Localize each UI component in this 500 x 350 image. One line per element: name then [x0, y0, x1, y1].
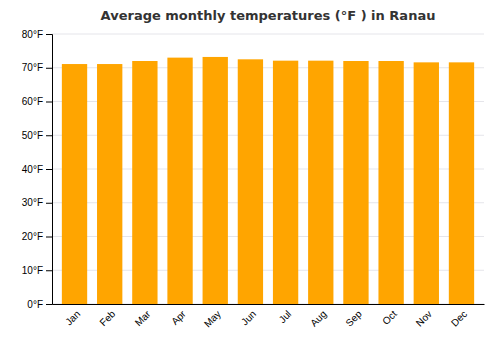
bar [308, 61, 333, 304]
bar [449, 62, 474, 304]
tick: Jun [239, 308, 258, 327]
tick-label: 10°F [22, 265, 43, 276]
bar [62, 64, 87, 304]
tick-label: Mar [133, 308, 153, 328]
tick-label: 50°F [22, 130, 43, 141]
tick: 0°F [27, 299, 52, 310]
bar [343, 61, 368, 304]
tick-label: Jan [63, 308, 82, 327]
tick-mark [46, 102, 52, 103]
title: Average monthly temperatures (°F ) in Ra… [101, 8, 436, 23]
tick-label: 80°F [22, 29, 43, 40]
axis-line [46, 35, 53, 305]
tick-label: 20°F [22, 231, 43, 242]
axis-line [53, 304, 485, 305]
bar [273, 61, 298, 304]
tick-label: Oct [380, 308, 399, 327]
tick-label: Nov [414, 308, 434, 328]
tick: Dec [449, 308, 469, 328]
tick: Nov [414, 308, 434, 328]
tick-label: Jun [239, 308, 258, 327]
tick-label: 40°F [22, 164, 43, 175]
grid-line [52, 34, 484, 35]
tick: Jan [63, 308, 82, 327]
tick-label: 0°F [27, 299, 43, 310]
tick-label: 60°F [22, 96, 43, 107]
bars [62, 57, 474, 304]
tick: 60°F [22, 96, 52, 107]
bar [132, 61, 157, 304]
tick-mark [46, 203, 52, 204]
tick-label: May [202, 308, 223, 329]
y-axis: 0°F 10°F 20°F 30°F 40°F 50°F 60°F 70°F 80°F [22, 29, 53, 310]
tick-mark [46, 169, 52, 170]
tick-mark [46, 135, 52, 136]
tick: Apr [169, 308, 188, 327]
grid [52, 34, 484, 304]
tick-mark [46, 270, 52, 271]
bar [378, 61, 403, 304]
tick: 20°F [22, 231, 52, 242]
tick-label: Apr [169, 308, 188, 327]
plot: 0°F 10°F 20°F 30°F 40°F 50°F 60°F 70°F 80°F Jan Fe… [22, 29, 485, 330]
tick-label: Feb [98, 308, 118, 328]
tick-label: 30°F [22, 197, 43, 208]
tick-label: 70°F [22, 62, 43, 73]
tick: 80°F [22, 29, 52, 40]
tick-mark [46, 237, 52, 238]
tick: Aug [308, 308, 328, 328]
tick-label: Aug [308, 308, 328, 328]
tick: 50°F [22, 130, 52, 141]
bar [97, 64, 122, 304]
x-axis: Jan Feb Mar Apr May Jun Jul Aug Sep Oct Nov Dec [53, 305, 485, 330]
tick: Jul [277, 308, 294, 325]
tick: Sep [343, 308, 364, 329]
bar [167, 58, 192, 304]
tick: 10°F [22, 265, 52, 276]
tick: 30°F [22, 197, 52, 208]
bar [203, 57, 228, 304]
tick-mark [46, 304, 52, 305]
tick-label: Sep [343, 308, 364, 329]
tick: May [202, 308, 223, 329]
bar [414, 62, 439, 304]
tick: 70°F [22, 62, 52, 73]
tick-mark [46, 68, 52, 69]
tick-mark [46, 34, 52, 35]
tick: Feb [98, 308, 118, 328]
bar [238, 59, 263, 304]
tick-label: Dec [449, 308, 469, 328]
tick-label: Jul [277, 308, 294, 325]
tick: Mar [133, 308, 153, 328]
tick: 40°F [22, 164, 52, 175]
tick: Oct [380, 308, 399, 327]
chart: 0°F 10°F 20°F 30°F 40°F 50°F 60°F 70°F 80°F Jan Fe… [0, 0, 500, 350]
